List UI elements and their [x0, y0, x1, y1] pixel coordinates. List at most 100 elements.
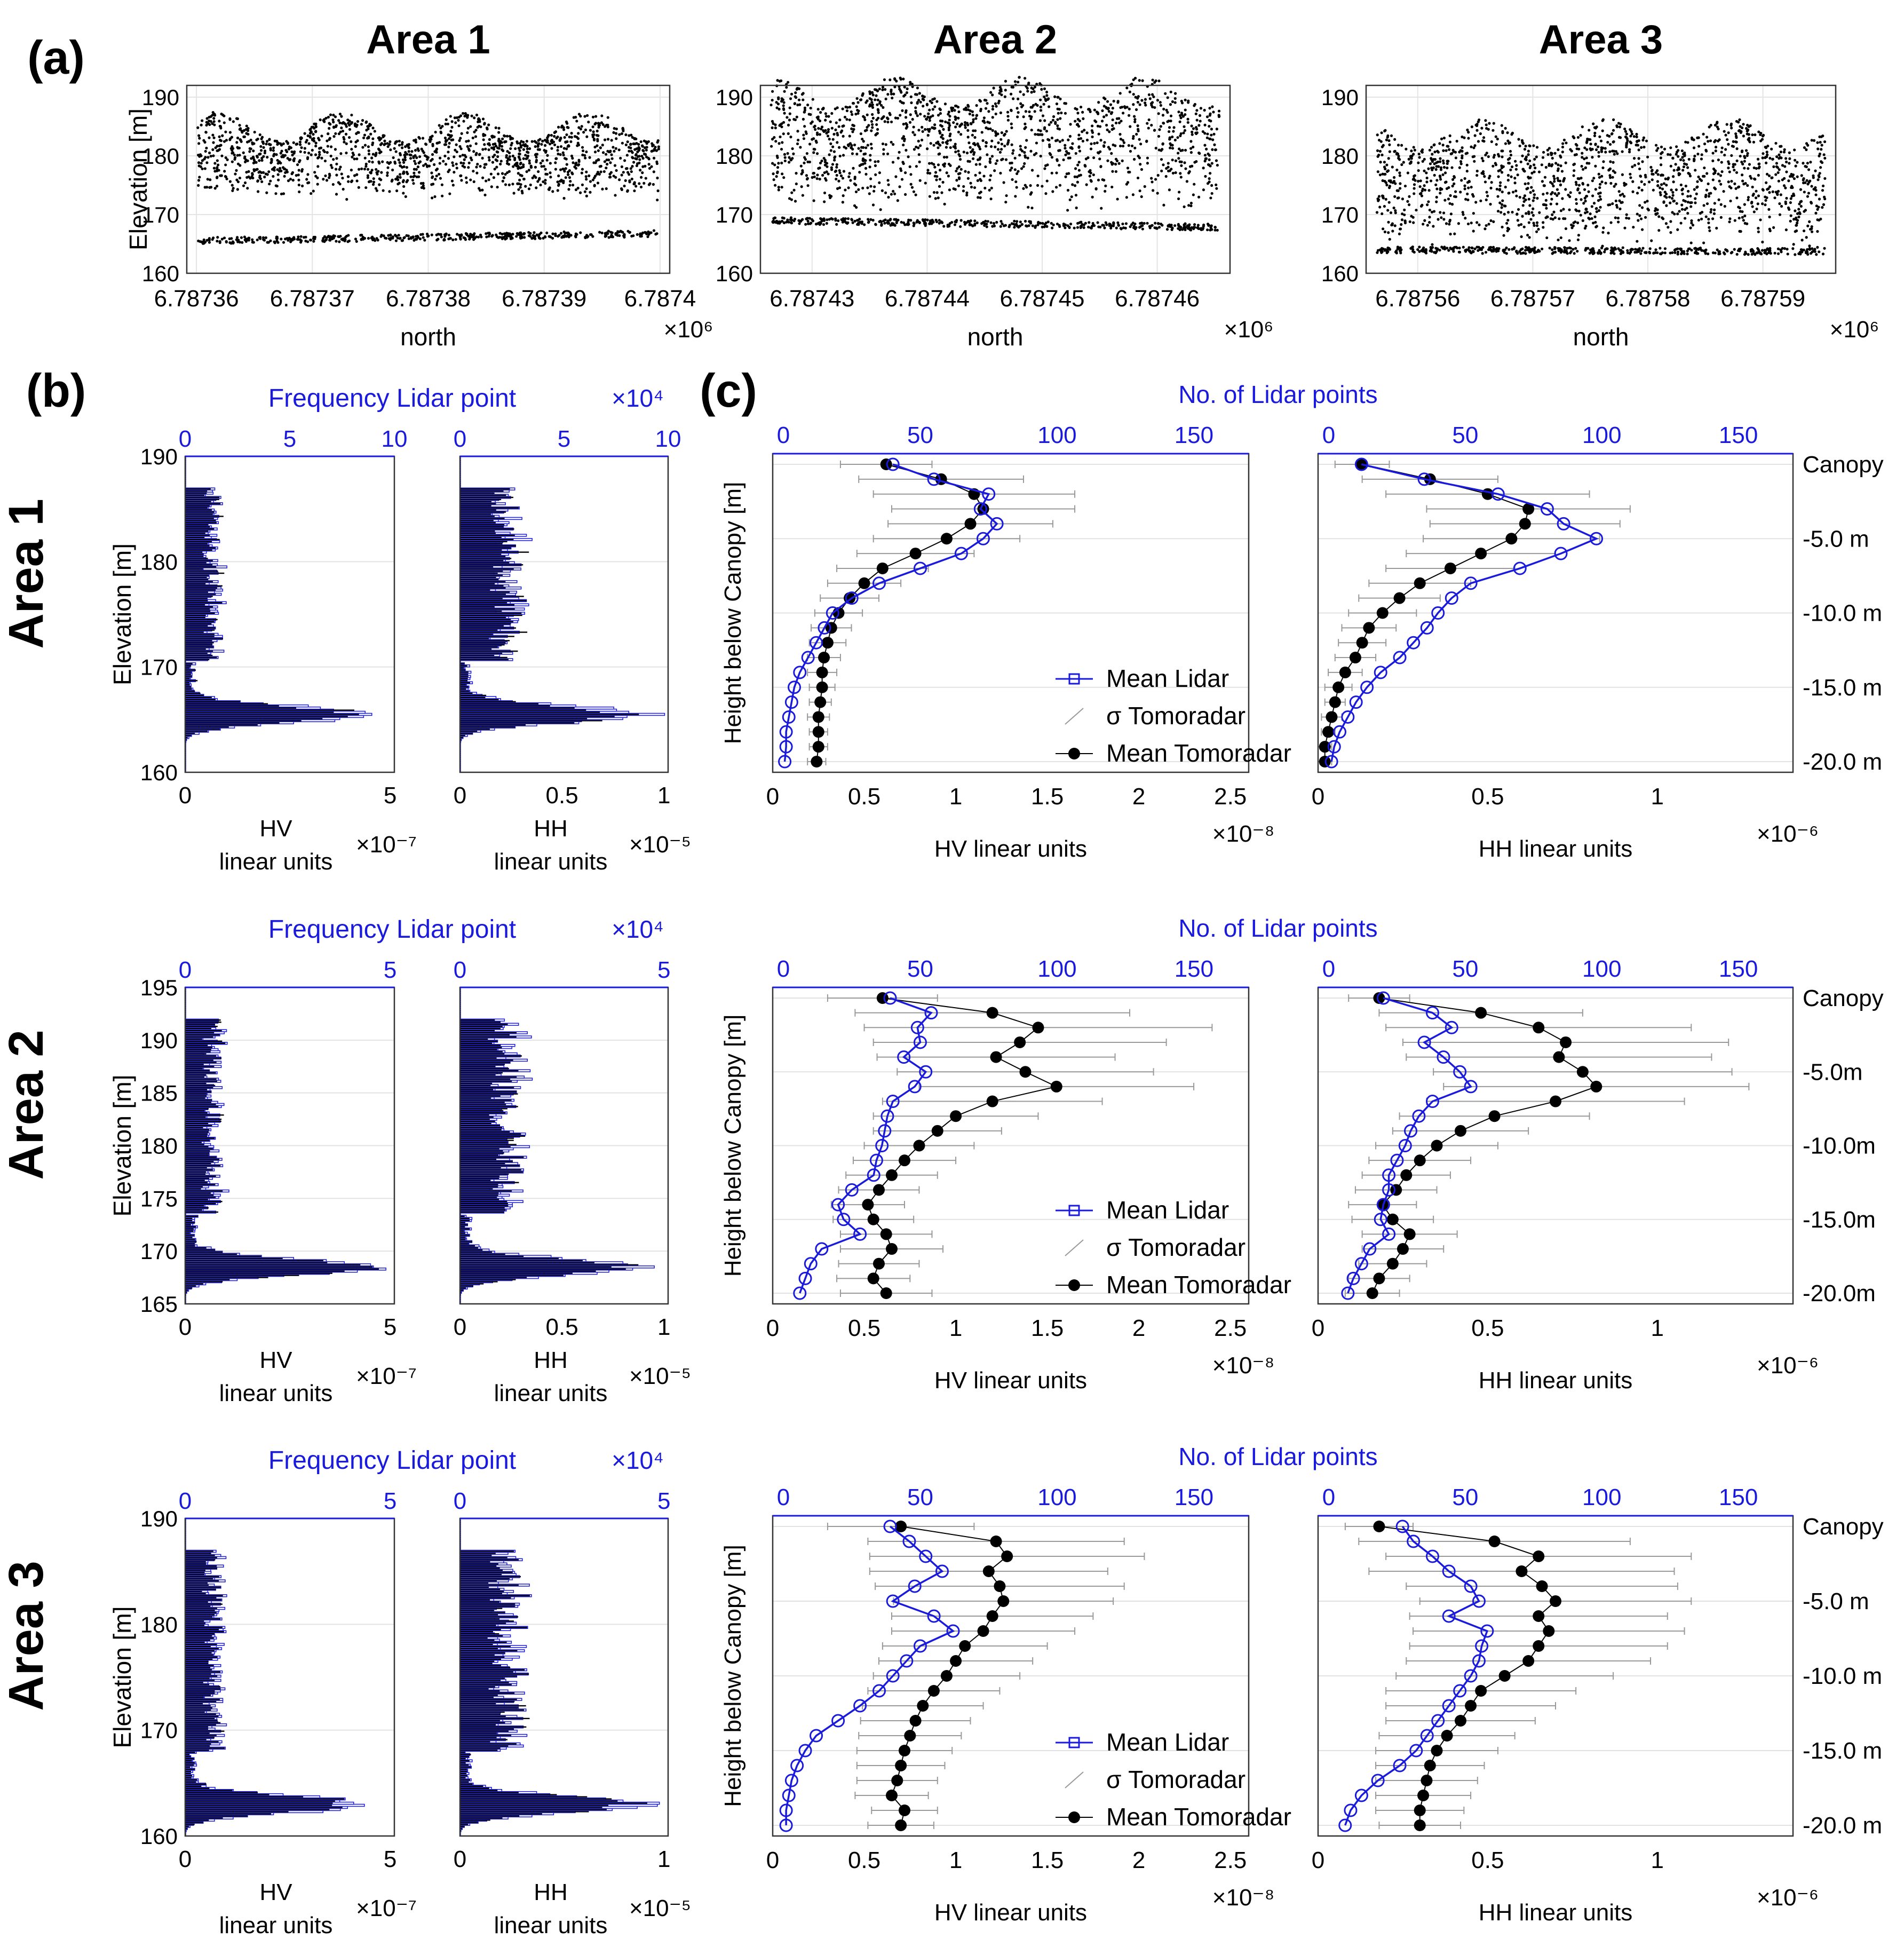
point-marker [443, 235, 447, 238]
point-marker [1533, 163, 1536, 167]
point-marker [1024, 219, 1027, 223]
point-marker [1024, 77, 1027, 80]
point-marker [1202, 188, 1205, 192]
point-marker [1130, 223, 1133, 226]
point-marker [969, 181, 972, 185]
point-marker [622, 234, 625, 238]
point-marker [1435, 195, 1438, 199]
point-marker [328, 138, 331, 141]
point-marker [335, 193, 338, 196]
point-marker [1198, 152, 1201, 155]
point-marker [1203, 132, 1207, 135]
point-marker [457, 115, 461, 119]
point-marker [407, 150, 410, 153]
point-marker [1023, 151, 1026, 154]
point-marker [860, 220, 864, 224]
point-marker [1375, 211, 1379, 214]
point-marker [1080, 225, 1083, 228]
point-marker [1202, 225, 1205, 228]
point-marker [1111, 170, 1114, 173]
point-marker [823, 191, 827, 195]
point-marker [585, 234, 589, 237]
point-marker [354, 238, 358, 241]
point-marker [1735, 171, 1739, 174]
point-marker [614, 194, 617, 197]
point-marker [374, 239, 377, 242]
point-marker [1402, 161, 1405, 164]
point-marker [779, 135, 782, 139]
point-marker [1475, 129, 1479, 132]
point-marker [520, 236, 524, 239]
point-marker [263, 152, 266, 155]
point-marker [511, 154, 514, 157]
point-marker [333, 234, 336, 238]
x-tick-label: 6.78744 [885, 286, 970, 312]
point-marker [379, 178, 383, 181]
point-marker [299, 143, 302, 146]
point-marker [1093, 142, 1096, 145]
point-marker [1004, 201, 1007, 204]
point-marker [208, 123, 211, 126]
point-marker [844, 147, 848, 150]
point-marker [826, 134, 830, 138]
point-marker [1074, 120, 1077, 123]
point-marker [1022, 165, 1025, 168]
point-marker [515, 164, 519, 167]
point-marker [1151, 93, 1154, 96]
point-marker [837, 219, 840, 223]
point-marker [1031, 224, 1034, 227]
point-marker [775, 154, 779, 157]
point-marker [934, 197, 937, 200]
point-marker [876, 108, 879, 111]
point-marker [1110, 152, 1113, 155]
point-marker [615, 127, 618, 131]
point-marker [967, 171, 970, 174]
point-marker [1064, 147, 1067, 150]
point-marker [457, 124, 461, 128]
point-marker [498, 144, 502, 147]
point-marker [1171, 100, 1174, 104]
point-marker [1208, 114, 1211, 117]
point-marker [1660, 145, 1663, 149]
point-marker [298, 140, 302, 144]
point-marker [574, 162, 577, 165]
point-marker [793, 217, 797, 221]
point-marker [907, 220, 910, 224]
point-marker [530, 140, 534, 143]
point-marker [633, 182, 636, 186]
point-marker [975, 104, 978, 107]
point-marker [417, 136, 421, 139]
point-marker [1466, 192, 1469, 196]
point-marker [269, 161, 273, 164]
point-marker [1563, 246, 1566, 249]
point-marker [316, 165, 320, 168]
point-marker [1415, 209, 1418, 212]
point-marker [481, 148, 485, 151]
point-marker [996, 148, 1000, 151]
point-marker [534, 145, 537, 148]
point-marker [464, 112, 467, 115]
point-marker [274, 184, 277, 187]
point-marker [1102, 224, 1105, 227]
point-marker [355, 240, 358, 243]
point-marker [422, 236, 425, 239]
point-marker [1711, 217, 1715, 220]
point-marker [412, 239, 416, 242]
point-marker [339, 130, 342, 133]
point-marker [1768, 215, 1771, 219]
point-marker [1197, 195, 1201, 199]
point-marker [591, 235, 594, 238]
point-marker [203, 157, 206, 161]
point-marker [489, 172, 493, 176]
point-marker [973, 222, 977, 226]
point-marker [1590, 205, 1593, 208]
point-marker [979, 178, 982, 181]
point-marker [810, 218, 814, 221]
point-marker [1533, 196, 1536, 200]
point-marker [1559, 251, 1562, 254]
point-marker [1786, 252, 1789, 256]
point-marker [657, 147, 660, 151]
point-marker [556, 235, 560, 238]
point-marker [1598, 249, 1601, 252]
point-marker [1137, 95, 1140, 98]
